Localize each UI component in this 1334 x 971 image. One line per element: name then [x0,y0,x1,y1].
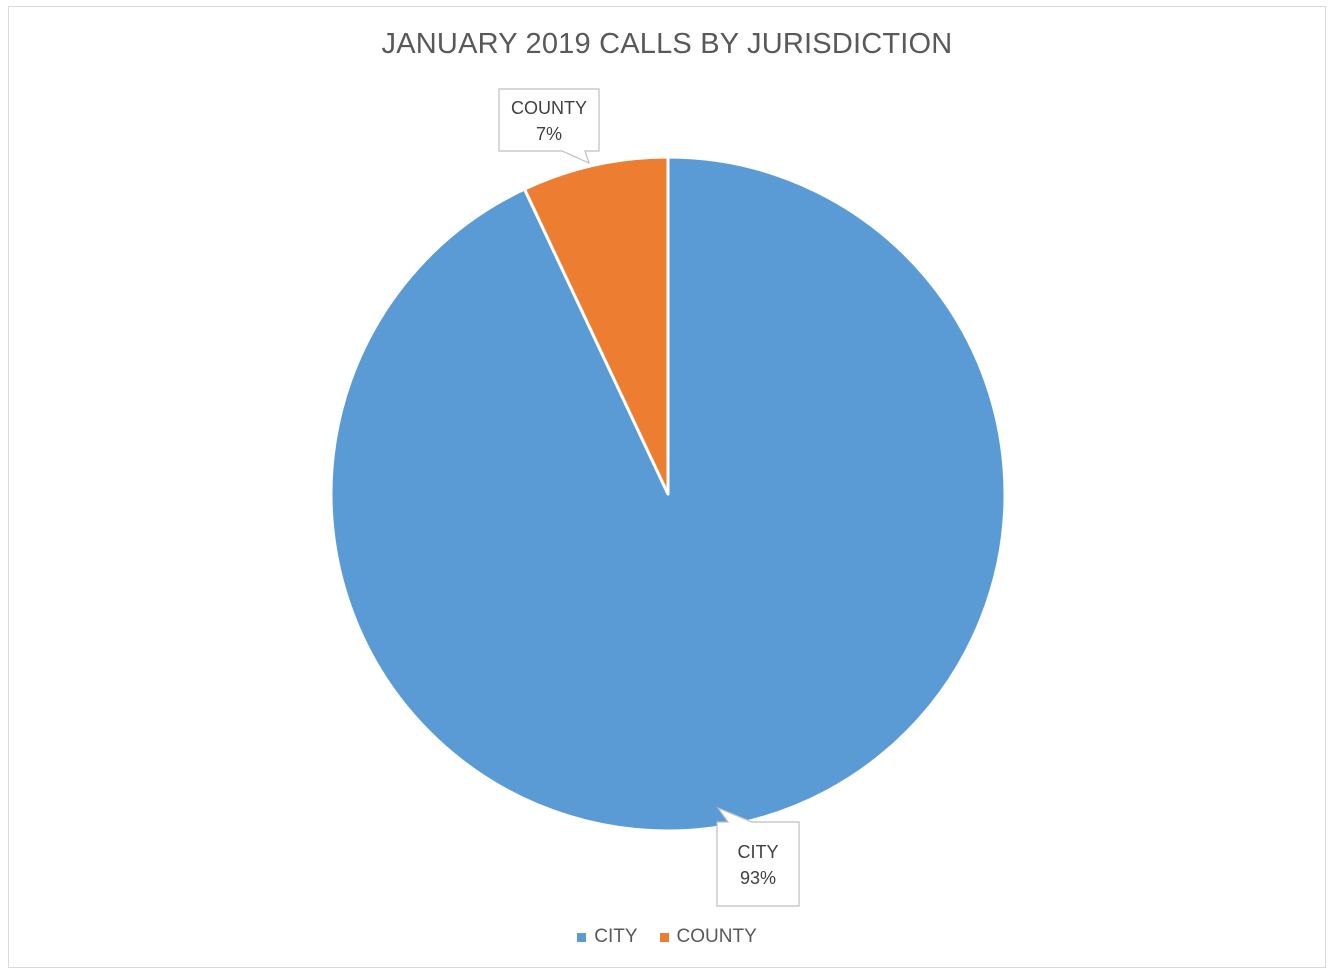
data-label-box-city [716,806,800,907]
data-label-box-county [498,88,600,165]
chart-title: JANUARY 2019 CALLS BY JURISDICTION [381,28,953,60]
data-label-category-county: COUNTY [511,98,587,118]
legend: CITY COUNTY [0,926,1334,948]
pie-slice-county [523,155,670,496]
data-label-value-county: 7% [536,124,562,144]
legend-entry-city: CITY [577,926,638,948]
legend-entry-county: COUNTY [659,926,757,948]
legend-swatch-county [659,932,669,942]
legend-swatch-city [577,932,587,942]
legend-label-county: COUNTY [676,926,757,947]
data-label-category-city: CITY [737,842,778,862]
legend-label-city: CITY [594,926,638,947]
data-label-city: CITY 93% [716,806,800,907]
data-label-county: COUNTY 7% [498,88,600,165]
data-label-value-city: 93% [740,868,776,888]
